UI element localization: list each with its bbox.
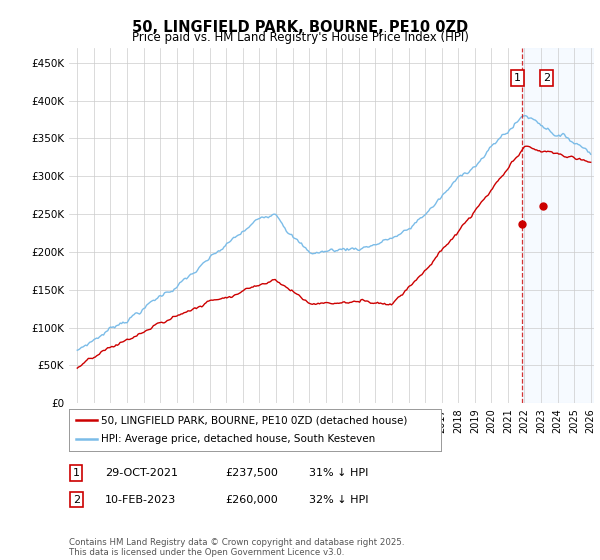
Text: 10-FEB-2023: 10-FEB-2023: [105, 494, 176, 505]
Text: 50, LINGFIELD PARK, BOURNE, PE10 0ZD: 50, LINGFIELD PARK, BOURNE, PE10 0ZD: [132, 20, 468, 35]
Text: 2: 2: [73, 494, 80, 505]
Text: 2: 2: [543, 73, 550, 83]
Text: 31% ↓ HPI: 31% ↓ HPI: [309, 468, 368, 478]
Text: 29-OCT-2021: 29-OCT-2021: [105, 468, 178, 478]
Text: £260,000: £260,000: [225, 494, 278, 505]
Text: 1: 1: [514, 73, 521, 83]
Text: Contains HM Land Registry data © Crown copyright and database right 2025.
This d: Contains HM Land Registry data © Crown c…: [69, 538, 404, 557]
Text: £237,500: £237,500: [225, 468, 278, 478]
Text: Price paid vs. HM Land Registry's House Price Index (HPI): Price paid vs. HM Land Registry's House …: [131, 31, 469, 44]
Text: 32% ↓ HPI: 32% ↓ HPI: [309, 494, 368, 505]
Text: HPI: Average price, detached house, South Kesteven: HPI: Average price, detached house, Sout…: [101, 435, 375, 445]
Text: 50, LINGFIELD PARK, BOURNE, PE10 0ZD (detached house): 50, LINGFIELD PARK, BOURNE, PE10 0ZD (de…: [101, 415, 407, 425]
Bar: [521, 48, 594, 403]
Text: 1: 1: [73, 468, 80, 478]
